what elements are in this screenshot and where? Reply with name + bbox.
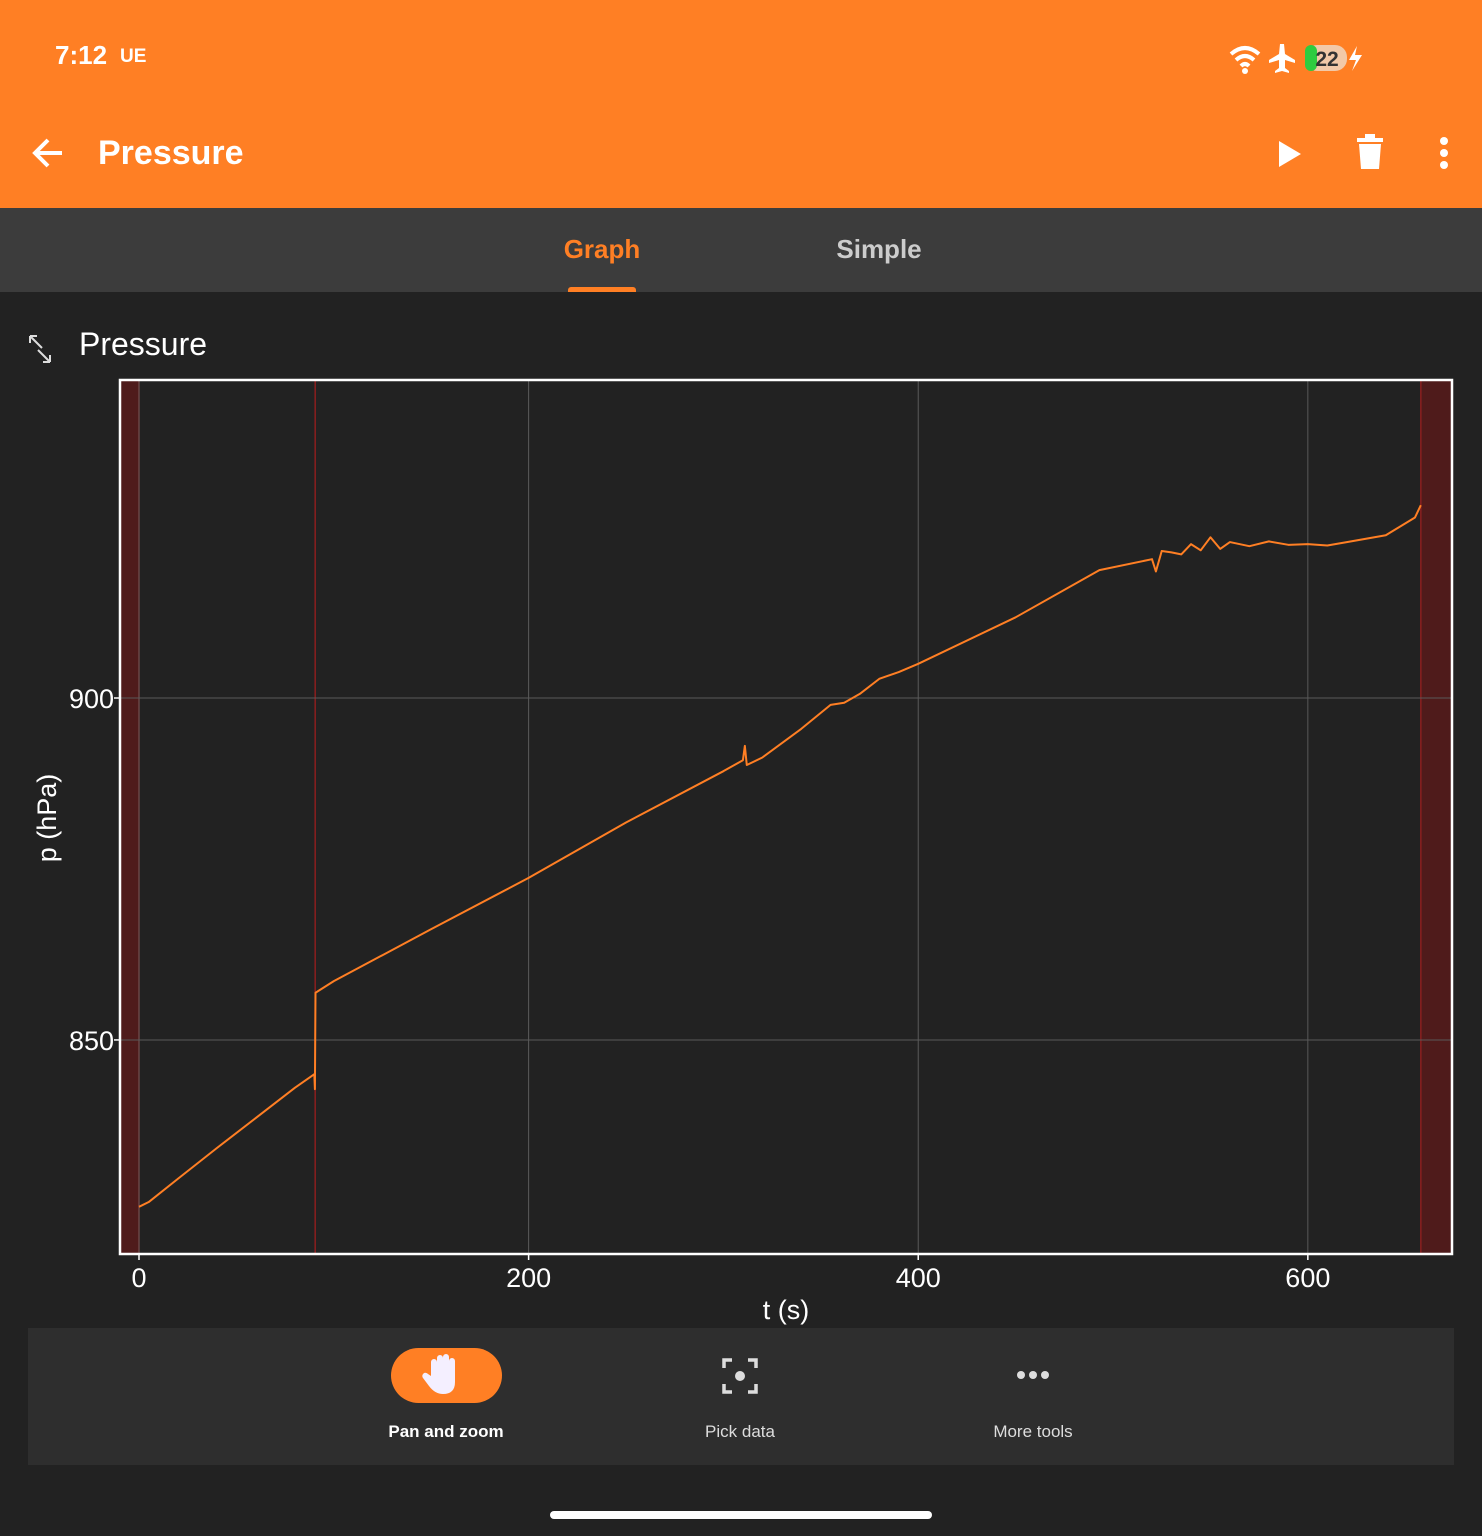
tab-graph[interactable]: Graph [563, 234, 641, 264]
app-bar: 7:12 UE 22 Pressure [0, 0, 1482, 208]
y-tick-label: 900 [69, 684, 114, 714]
chart: Pressure t (s) p (hPa) 0 200 400 600 850 900 [29, 326, 1454, 1325]
pick-data-icon[interactable] [722, 1358, 758, 1394]
gap-region [1420, 380, 1452, 1254]
status-carrier: UE [120, 46, 147, 67]
tool-label[interactable]: Pick data [705, 1422, 775, 1441]
tool-bar: Pan and zoom Pick data More tools [28, 1328, 1454, 1465]
plot-frame [118, 378, 1454, 1256]
pan-zoom-button[interactable] [391, 1348, 502, 1403]
status-time: 7:12 [55, 40, 108, 70]
x-tick-label: 600 [1285, 1263, 1330, 1293]
airplane-icon [1269, 44, 1295, 73]
home-indicator [550, 1511, 932, 1519]
tool-label[interactable]: Pan and zoom [388, 1422, 504, 1441]
battery-text: 22 [1315, 48, 1338, 71]
more-button[interactable] [1434, 136, 1454, 170]
y-tick-label: 850 [69, 1026, 114, 1056]
tab-simple[interactable]: Simple [836, 234, 922, 264]
tab-bar: Graph Simple [0, 208, 1482, 292]
chart-title: Pressure [79, 326, 207, 362]
play-button[interactable] [1275, 138, 1305, 170]
wifi-icon [1229, 46, 1261, 68]
status-icons: 22 [1229, 44, 1362, 74]
more-tools-icon[interactable] [1016, 1368, 1050, 1382]
tab-indicator [568, 287, 636, 292]
x-tick-label: 400 [896, 1263, 941, 1293]
wifi-dot [1242, 68, 1248, 74]
charging-icon [1349, 46, 1362, 71]
delete-button[interactable] [1355, 134, 1385, 170]
y-axis-label: p (hPa) [32, 774, 62, 863]
tool-label[interactable]: More tools [993, 1422, 1073, 1441]
collapse-button[interactable] [29, 335, 51, 363]
gap-region [120, 380, 139, 1254]
back-button[interactable] [30, 135, 70, 171]
data-line [138, 504, 1422, 1208]
x-axis-label: t (s) [763, 1295, 810, 1325]
battery-level [1305, 45, 1317, 71]
x-tick-label: 200 [506, 1263, 551, 1293]
x-tick-label: 0 [131, 1263, 146, 1293]
app-title: Pressure [98, 134, 244, 172]
